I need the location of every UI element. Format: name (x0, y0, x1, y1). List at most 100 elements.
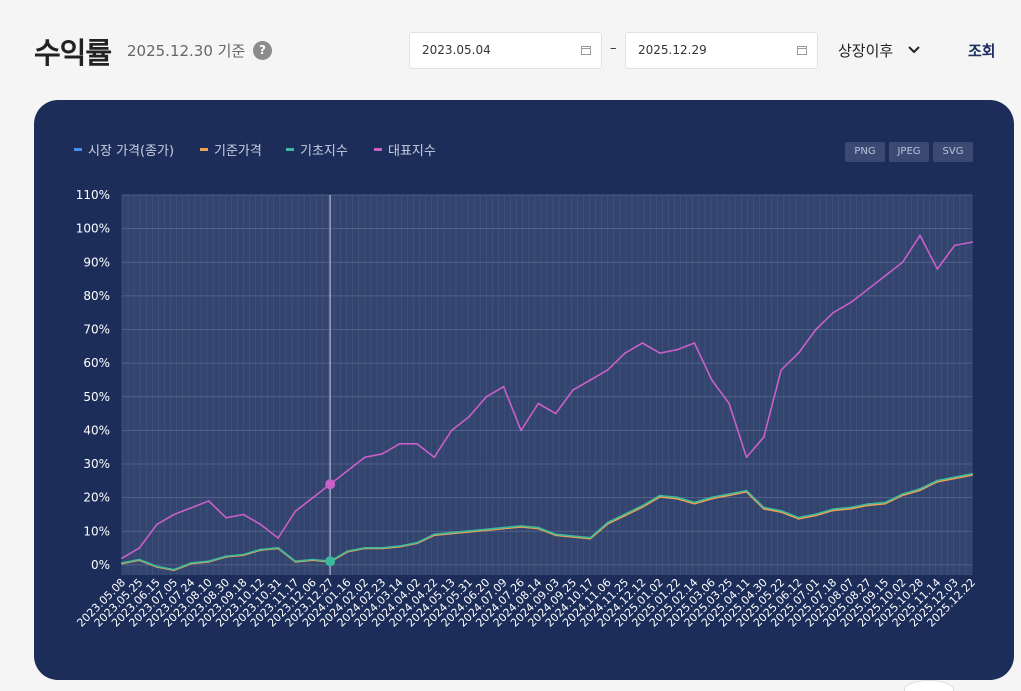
nav-point (641, 506, 644, 508)
benchmark-point (693, 342, 696, 344)
nav-point (710, 497, 713, 500)
legend-item-nav[interactable]: 기준가격 (200, 140, 262, 159)
benchmark-point (277, 537, 280, 539)
base-index-point (537, 526, 540, 529)
benchmark-point (433, 456, 436, 459)
export-png-button[interactable]: PNG (845, 142, 885, 162)
benchmark-point (173, 513, 175, 516)
base-index-point (259, 548, 262, 551)
y-tick-label: 30% (83, 457, 110, 471)
start-date-field[interactable]: 2023.05.04 (409, 32, 602, 69)
benchmark-point (242, 513, 245, 516)
base-index-point (485, 528, 488, 531)
base-index-point (676, 496, 679, 499)
benchmark-point (606, 368, 609, 371)
benchmark-point (797, 352, 800, 354)
export-jpeg-button[interactable]: JPEG (889, 142, 929, 162)
benchmark-point (780, 368, 783, 371)
base-index-point (919, 488, 921, 490)
period-select-value: 상장이후 (838, 42, 894, 60)
scroll-top-button[interactable] (904, 680, 954, 691)
benchmark-point (728, 402, 731, 405)
base-index-point (450, 531, 453, 534)
legend-label: 기준가격 (214, 144, 262, 159)
y-tick-label: 70% (83, 323, 110, 337)
base-index-point (311, 558, 314, 561)
base-index-point (797, 516, 800, 519)
base-index-point (884, 501, 887, 504)
benchmark-point (259, 523, 262, 526)
period-select[interactable]: 상장이후 (838, 40, 920, 61)
base-index-point (658, 494, 661, 497)
base-index-point (971, 472, 973, 475)
nav-point (745, 491, 748, 493)
calendar-icon[interactable] (797, 45, 807, 55)
y-tick-label: 10% (83, 524, 110, 538)
help-icon[interactable]: ? (253, 41, 272, 60)
benchmark-point (468, 416, 470, 418)
benchmark-point (415, 442, 418, 445)
nav-point (832, 509, 835, 512)
benchmark-point (849, 301, 852, 304)
base-index-point (814, 513, 817, 516)
benchmark-line[interactable] (121, 234, 973, 559)
base-index-point (468, 530, 470, 532)
nav-point (676, 497, 679, 500)
benchmark-point (554, 412, 557, 415)
benchmark-point (884, 274, 887, 277)
benchmark-point (121, 557, 123, 560)
legend-label: 시장 가격(종가) (88, 144, 175, 159)
base-index-point (641, 504, 644, 507)
base-index-point (346, 550, 349, 553)
base-index-point (901, 493, 904, 495)
hover-marker-benchmark (325, 479, 336, 490)
export-svg-button[interactable]: SVG (933, 142, 973, 162)
benchmark-point (520, 429, 522, 432)
base-index-point (745, 489, 748, 492)
base-index-point (728, 493, 731, 495)
search-button[interactable]: 조회 (968, 42, 996, 60)
benchmark-point (572, 389, 574, 391)
benchmark-point (901, 261, 904, 264)
base-index-point (780, 509, 783, 512)
base-index-point (433, 533, 436, 536)
base-index-point (398, 545, 401, 547)
end-date-value: 2025.12.29 (638, 43, 707, 57)
legend-item-benchmark[interactable]: 대표지수 (374, 140, 436, 159)
benchmark-point (971, 241, 973, 243)
base-index-point (624, 513, 626, 516)
nav-point (762, 507, 765, 510)
benchmark-point (624, 352, 626, 354)
benchmark-point (346, 469, 349, 472)
nav-point (624, 514, 626, 517)
base-index-point (762, 506, 765, 509)
base-index-point (242, 553, 245, 556)
legend-label: 대표지수 (388, 144, 436, 159)
benchmark-point (294, 510, 297, 513)
benchmark-point (641, 342, 644, 344)
base-index-point (832, 508, 835, 510)
base-index-point (277, 546, 280, 549)
benchmark-point (589, 379, 592, 381)
benchmark-point (814, 328, 817, 331)
base-index-point (849, 506, 852, 509)
base-index-point (589, 536, 592, 539)
base-index-point (710, 496, 713, 499)
y-tick-label: 110% (76, 188, 110, 202)
base-index-point (190, 561, 193, 564)
legend-item-base-index[interactable]: 기초지수 (286, 140, 348, 159)
base-index-point (138, 558, 141, 561)
y-tick-label: 80% (83, 289, 110, 303)
end-date-field[interactable]: 2025.12.29 (625, 32, 818, 69)
legend-item-market-price[interactable]: 시장 가격(종가) (74, 140, 174, 159)
benchmark-point (138, 547, 141, 549)
header: 수익률 2025.12.30 기준 ? 2023.05.04 – 2025.12… (0, 0, 1021, 100)
returns-chart[interactable]: 0%10%20%30%40%50%60%70%80%90%100%110%202… (34, 100, 1014, 680)
benchmark-point (936, 268, 939, 270)
nav-point (658, 496, 661, 498)
y-tick-label: 20% (83, 491, 110, 505)
base-index-point (554, 533, 557, 536)
base-index-point (381, 546, 384, 549)
base-index-line[interactable] (121, 473, 973, 571)
calendar-icon[interactable] (581, 45, 591, 55)
